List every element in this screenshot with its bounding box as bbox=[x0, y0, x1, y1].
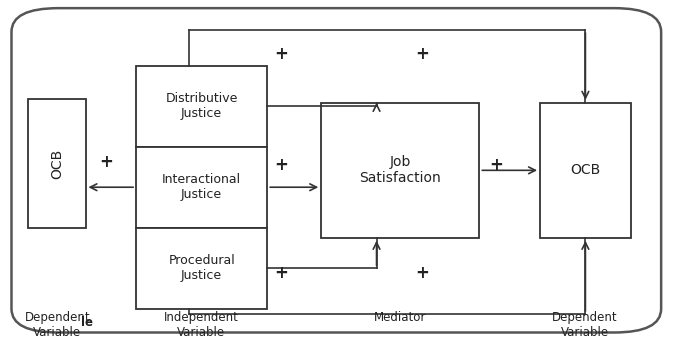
Bar bbox=[321, 103, 479, 238]
Text: +: + bbox=[415, 264, 429, 282]
Text: +: + bbox=[489, 156, 503, 174]
Text: +: + bbox=[415, 45, 429, 63]
Bar bbox=[136, 228, 267, 309]
Text: Interactional
Justice: Interactional Justice bbox=[162, 173, 241, 201]
Text: Dependent
Variable: Dependent Variable bbox=[24, 311, 90, 338]
FancyBboxPatch shape bbox=[11, 8, 661, 333]
Text: OCB: OCB bbox=[571, 163, 600, 177]
Text: OCB: OCB bbox=[50, 148, 64, 179]
Text: +: + bbox=[99, 153, 113, 171]
Text: Procedural
Justice: Procedural Justice bbox=[168, 254, 235, 282]
Text: +: + bbox=[274, 264, 288, 282]
Text: Job
Satisfaction: Job Satisfaction bbox=[360, 155, 441, 185]
Bar bbox=[540, 103, 631, 238]
Bar bbox=[28, 99, 86, 228]
Text: Dependent
Variable: Dependent Variable bbox=[552, 311, 618, 338]
Bar bbox=[136, 66, 267, 147]
Text: Independent
Variable: Independent Variable bbox=[164, 311, 239, 338]
Text: Distributive
Justice: Distributive Justice bbox=[166, 92, 238, 120]
Bar bbox=[136, 147, 267, 228]
Text: le: le bbox=[81, 316, 93, 329]
Text: +: + bbox=[274, 156, 288, 174]
Text: Mediator: Mediator bbox=[374, 311, 426, 324]
Text: +: + bbox=[274, 45, 288, 63]
